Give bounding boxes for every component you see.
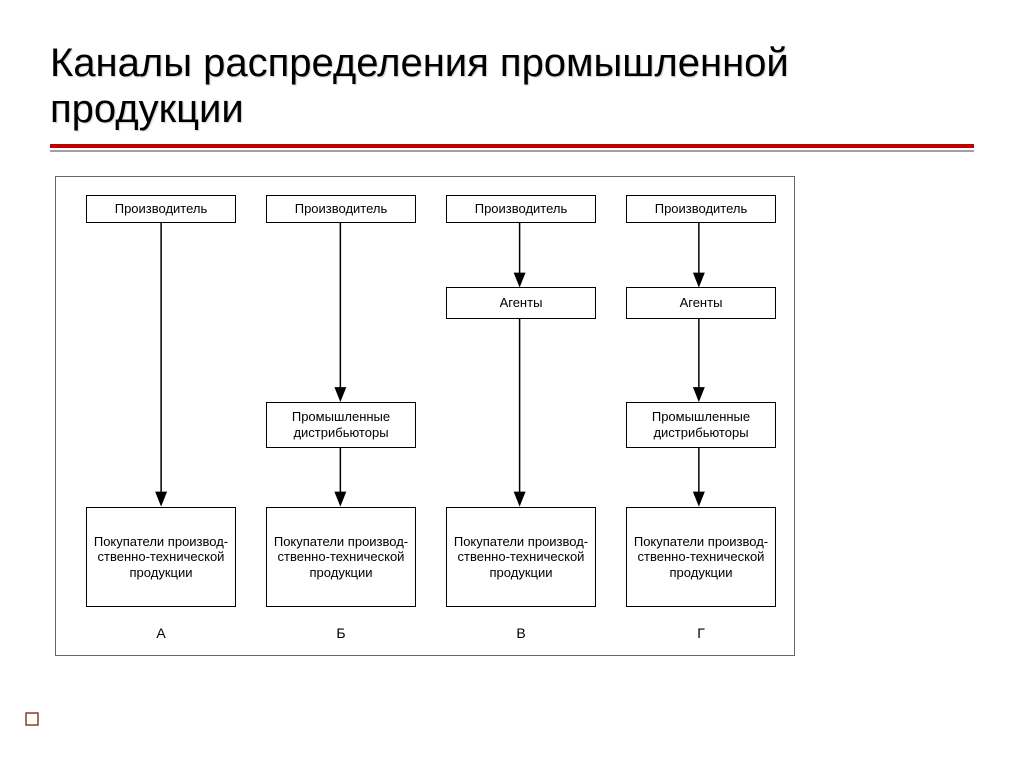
- underline-red: [50, 144, 974, 148]
- slide-title: Каналы распределения промышленной продук…: [50, 40, 974, 132]
- column-label-A: А: [146, 625, 176, 641]
- flow-node-label: Агенты: [500, 295, 543, 311]
- flow-node-v2: Покупатели производ-ственно-технической …: [446, 507, 596, 607]
- flow-node-label: Производитель: [295, 201, 388, 217]
- slide-bullet-icon: [25, 712, 39, 726]
- flow-node-a0: Производитель: [86, 195, 236, 223]
- underline-gray: [50, 150, 974, 152]
- flow-node-label: Промышленные дистрибьюторы: [273, 409, 409, 440]
- flow-node-g0: Производитель: [626, 195, 776, 223]
- flow-node-b1: Промышленные дистрибьюторы: [266, 402, 416, 448]
- slide: Каналы распределения промышленной продук…: [0, 0, 1024, 768]
- flow-node-v1: Агенты: [446, 287, 596, 319]
- column-label-V: В: [506, 625, 536, 641]
- title-underline: [50, 144, 974, 152]
- flow-node-a1: Покупатели производ-ственно-технической …: [86, 507, 236, 607]
- diagram-frame: Производитель Покупатели производ-ственно…: [55, 176, 795, 656]
- flow-node-label: Промышленные дистрибьюторы: [633, 409, 769, 440]
- flow-node-v0: Производитель: [446, 195, 596, 223]
- column-label-G: Г: [686, 625, 716, 641]
- flow-node-label: Производитель: [115, 201, 208, 217]
- flow-node-label: Покупатели производ-ственно-технической …: [93, 534, 229, 581]
- column-label-B: Б: [326, 625, 356, 641]
- flow-node-label: Агенты: [680, 295, 723, 311]
- flow-node-g1: Агенты: [626, 287, 776, 319]
- flow-node-label: Покупатели производ-ственно-технической …: [453, 534, 589, 581]
- flow-node-b0: Производитель: [266, 195, 416, 223]
- flow-node-label: Покупатели производ-ственно-технической …: [633, 534, 769, 581]
- flow-node-label: Покупатели производ-ственно-технической …: [273, 534, 409, 581]
- flow-node-g3: Покупатели производ-ственно-технической …: [626, 507, 776, 607]
- flow-node-g2: Промышленные дистрибьюторы: [626, 402, 776, 448]
- flow-node-label: Производитель: [475, 201, 568, 217]
- flow-node-label: Производитель: [655, 201, 748, 217]
- flow-node-b2: Покупатели производ-ственно-технической …: [266, 507, 416, 607]
